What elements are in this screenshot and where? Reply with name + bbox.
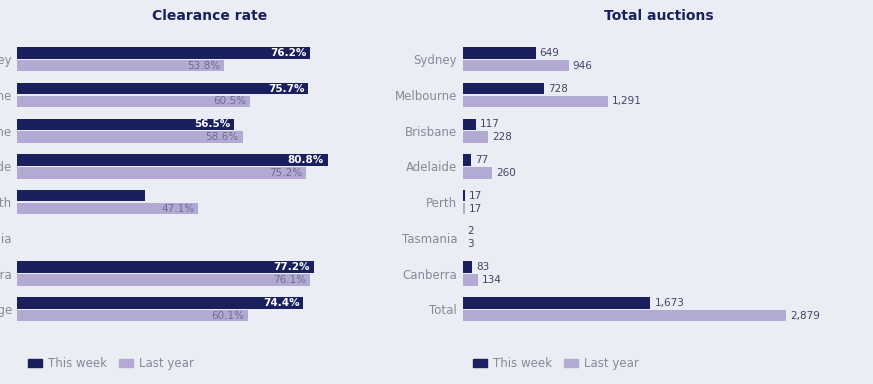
Text: 76.2%: 76.2%: [270, 48, 306, 58]
Text: 60.1%: 60.1%: [211, 311, 244, 321]
Text: 2,879: 2,879: [790, 311, 820, 321]
Legend: This week, Last year: This week, Last year: [24, 353, 199, 375]
Bar: [463, 190, 464, 202]
Bar: [463, 60, 569, 71]
Bar: [17, 131, 243, 143]
Bar: [463, 131, 488, 143]
Bar: [17, 96, 250, 107]
Text: 47.1%: 47.1%: [162, 204, 195, 214]
Text: 3: 3: [467, 239, 473, 249]
Text: 60.5%: 60.5%: [213, 96, 246, 106]
Bar: [463, 167, 491, 179]
Bar: [17, 154, 328, 166]
Bar: [463, 47, 535, 59]
Text: 946: 946: [573, 61, 593, 71]
Title: Clearance rate: Clearance rate: [152, 8, 267, 23]
Bar: [463, 96, 608, 107]
Text: 56.5%: 56.5%: [195, 119, 230, 129]
Bar: [463, 119, 476, 130]
Text: 17: 17: [469, 204, 482, 214]
Bar: [463, 310, 786, 321]
Bar: [17, 203, 198, 214]
Bar: [17, 47, 310, 59]
Text: 728: 728: [548, 84, 568, 94]
Text: 134: 134: [482, 275, 501, 285]
Bar: [17, 119, 235, 130]
Text: 80.8%: 80.8%: [288, 155, 324, 165]
Bar: [17, 83, 308, 94]
Bar: [17, 262, 314, 273]
Bar: [17, 60, 224, 71]
Bar: [17, 167, 306, 179]
Legend: This week, Last year: This week, Last year: [469, 353, 644, 375]
Text: 117: 117: [480, 119, 499, 129]
Text: 228: 228: [492, 132, 512, 142]
Title: Total auctions: Total auctions: [604, 8, 714, 23]
Text: 74.4%: 74.4%: [263, 298, 299, 308]
Text: 2: 2: [467, 227, 473, 237]
Bar: [17, 190, 146, 202]
Bar: [463, 83, 545, 94]
Text: 17: 17: [469, 191, 482, 201]
Bar: [17, 297, 303, 309]
Bar: [17, 310, 248, 321]
Text: 77: 77: [475, 155, 489, 165]
Text: 76.1%: 76.1%: [272, 275, 306, 285]
Text: 1,673: 1,673: [655, 298, 684, 308]
Text: 53.8%: 53.8%: [187, 61, 220, 71]
Bar: [463, 297, 650, 309]
Text: 77.2%: 77.2%: [273, 262, 310, 272]
Bar: [463, 154, 471, 166]
Text: 649: 649: [540, 48, 560, 58]
Bar: [463, 203, 464, 214]
Text: 83: 83: [476, 262, 489, 272]
Text: 1,291: 1,291: [611, 96, 642, 106]
Text: 75.2%: 75.2%: [270, 168, 302, 178]
Text: 58.6%: 58.6%: [205, 132, 238, 142]
Text: 260: 260: [496, 168, 516, 178]
Bar: [17, 274, 310, 286]
Bar: [463, 262, 472, 273]
Text: 75.7%: 75.7%: [268, 84, 305, 94]
Bar: [463, 274, 478, 286]
